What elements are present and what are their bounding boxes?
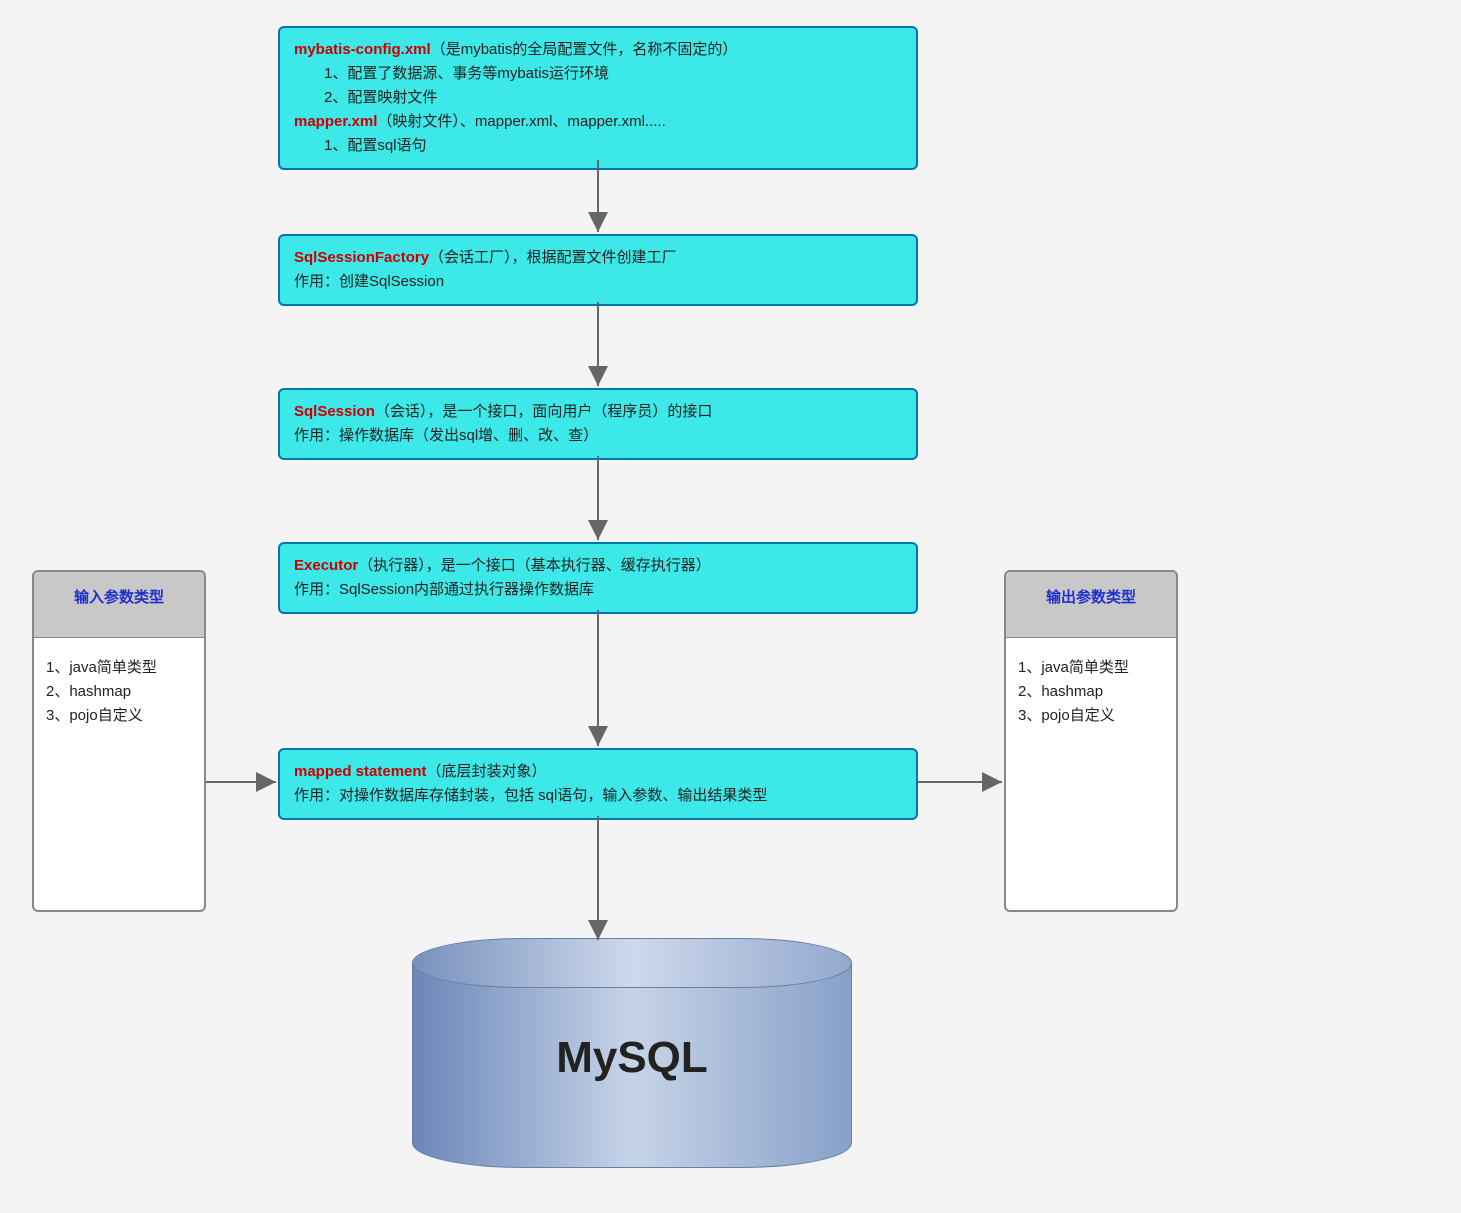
- node-mapped: mapped statement（底层封装对象） 作用：对操作数据库存储封装，包…: [278, 748, 918, 820]
- line: 作用：对操作数据库存储封装，包括 sql语句，输入参数、输出结果类型: [294, 784, 902, 808]
- text: 作用：操作数据库（发出sql增、删、改、查）: [294, 427, 598, 444]
- side-item: 2、hashmap: [1018, 680, 1164, 704]
- cylinder-top: [412, 938, 852, 988]
- side-input-params: 输入参数类型 1、java简单类型 2、hashmap 3、pojo自定义: [32, 570, 206, 912]
- mysql-cylinder: MySQL: [412, 938, 852, 1168]
- text: 作用：创建SqlSession: [294, 273, 444, 290]
- line: 2、配置映射文件: [294, 86, 902, 110]
- line: SqlSession（会话），是一个接口，面向用户（程序员）的接口: [294, 400, 902, 424]
- node-executor: Executor（执行器），是一个接口（基本执行器、缓存执行器） 作用：SqlS…: [278, 542, 918, 614]
- text: （底层封装对象）: [427, 763, 547, 780]
- text: （会话），是一个接口，面向用户（程序员）的接口: [375, 403, 713, 420]
- line: 作用：SqlSession内部通过执行器操作数据库: [294, 578, 902, 602]
- side-body: 1、java简单类型 2、hashmap 3、pojo自定义: [34, 638, 204, 788]
- text: （映射文件）、mapper.xml、mapper.xml.....: [377, 113, 665, 130]
- text: 2、配置映射文件: [324, 89, 437, 106]
- node-factory: SqlSessionFactory（会话工厂），根据配置文件创建工厂 作用：创建…: [278, 234, 918, 306]
- line: 1、配置了数据源、事务等mybatis运行环境: [294, 62, 902, 86]
- title: mapper.xml: [294, 113, 377, 130]
- line: 作用：操作数据库（发出sql增、删、改、查）: [294, 424, 902, 448]
- text: 1、配置sql语句: [324, 137, 427, 154]
- node-config: mybatis-config.xml（是mybatis的全局配置文件，名称不固定…: [278, 26, 918, 170]
- side-item: 1、java简单类型: [46, 656, 192, 680]
- side-item: 1、java简单类型: [1018, 656, 1164, 680]
- text: （是mybatis的全局配置文件，名称不固定的）: [431, 41, 738, 58]
- side-item: 3、pojo自定义: [1018, 704, 1164, 728]
- side-title: 输出参数类型: [1006, 572, 1176, 638]
- line: Executor（执行器），是一个接口（基本执行器、缓存执行器）: [294, 554, 902, 578]
- line: 作用：创建SqlSession: [294, 270, 902, 294]
- text: 作用：SqlSession内部通过执行器操作数据库: [294, 581, 594, 598]
- line: mybatis-config.xml（是mybatis的全局配置文件，名称不固定…: [294, 38, 902, 62]
- node-session: SqlSession（会话），是一个接口，面向用户（程序员）的接口 作用：操作数…: [278, 388, 918, 460]
- text: 1、配置了数据源、事务等mybatis运行环境: [324, 65, 609, 82]
- side-body: 1、java简单类型 2、hashmap 3、pojo自定义: [1006, 638, 1176, 788]
- text: （执行器），是一个接口（基本执行器、缓存执行器）: [358, 557, 711, 574]
- line: SqlSessionFactory（会话工厂），根据配置文件创建工厂: [294, 246, 902, 270]
- text: 作用：对操作数据库存储封装，包括 sql语句，输入参数、输出结果类型: [294, 787, 767, 804]
- line: mapper.xml（映射文件）、mapper.xml、mapper.xml..…: [294, 110, 902, 134]
- text: （会话工厂），根据配置文件创建工厂: [429, 249, 677, 266]
- side-output-params: 输出参数类型 1、java简单类型 2、hashmap 3、pojo自定义: [1004, 570, 1178, 912]
- title: mapped statement: [294, 763, 427, 780]
- side-item: 2、hashmap: [46, 680, 192, 704]
- side-title: 输入参数类型: [34, 572, 204, 638]
- title: SqlSession: [294, 403, 375, 420]
- title: SqlSessionFactory: [294, 249, 429, 266]
- line: 1、配置sql语句: [294, 134, 902, 158]
- side-item: 3、pojo自定义: [46, 704, 192, 728]
- title: Executor: [294, 557, 358, 574]
- title: mybatis-config.xml: [294, 41, 431, 58]
- line: mapped statement（底层封装对象）: [294, 760, 902, 784]
- mysql-label: MySQL: [412, 1033, 852, 1083]
